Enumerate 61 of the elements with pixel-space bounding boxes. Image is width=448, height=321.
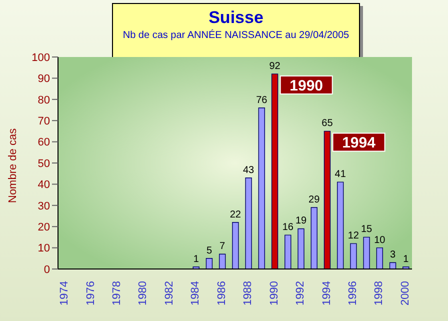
data-label: 5 — [206, 245, 212, 256]
x-tick-label: 1982 — [163, 281, 176, 306]
x-tick-label: 1988 — [242, 281, 254, 306]
bar — [258, 108, 266, 269]
data-label: 76 — [256, 94, 268, 106]
data-label: 15 — [360, 224, 373, 236]
y-tick-label: 40 — [38, 179, 50, 192]
chart-title: Suisse — [208, 8, 264, 28]
data-label: 1 — [403, 254, 410, 265]
data-label: 22 — [230, 209, 242, 220]
bar — [245, 177, 252, 269]
bar — [271, 74, 278, 269]
y-tick-label: 50 — [38, 158, 50, 170]
data-label: 3 — [390, 250, 396, 261]
data-label: 12 — [348, 230, 360, 242]
y-tick-label: 90 — [38, 73, 50, 86]
bar — [363, 236, 370, 269]
data-label: 1 — [193, 254, 200, 265]
y-tick-label: 30 — [38, 200, 50, 212]
y-tick-label: 80 — [38, 94, 50, 106]
data-label: 41 — [334, 169, 346, 180]
x-tick-label: 1984 — [190, 281, 202, 306]
data-label: 10 — [374, 234, 386, 246]
data-label: 92 — [269, 60, 281, 72]
data-label: 65 — [322, 118, 334, 130]
x-tick-label: 1986 — [216, 281, 228, 306]
x-tick-label: 1996 — [347, 281, 359, 306]
y-axis-title: Nombre de cas — [6, 128, 19, 203]
y-tick-label: 20 — [38, 222, 50, 234]
data-label: 19 — [295, 216, 307, 227]
x-tick-label: 1974 — [58, 281, 71, 306]
bar — [218, 254, 226, 269]
bar — [284, 234, 292, 269]
bar — [206, 258, 213, 269]
y-tick-label: 0 — [44, 264, 50, 276]
bar — [232, 222, 239, 269]
x-tick-label: 1976 — [84, 281, 97, 306]
x-tick-label: 2000 — [399, 281, 412, 306]
bar — [350, 243, 357, 269]
x-tick-label: 1990 — [268, 281, 280, 306]
x-tick-label: 1978 — [111, 281, 123, 306]
y-tick-label: 10 — [38, 242, 50, 255]
y-tick-label: 70 — [38, 116, 50, 128]
x-tick-label: 1980 — [137, 281, 150, 306]
x-tick-label: 1998 — [373, 281, 386, 306]
x-tick-label: 1994 — [320, 281, 333, 306]
data-label: 7 — [220, 241, 226, 252]
y-tick-label: 60 — [38, 136, 50, 149]
bar — [324, 130, 331, 269]
data-label: 16 — [282, 222, 294, 234]
data-label: 29 — [308, 194, 320, 206]
data-label: 43 — [242, 164, 255, 176]
bar — [298, 228, 304, 269]
annotation: 1994 — [342, 134, 376, 152]
x-tick-label: 1992 — [294, 281, 307, 306]
chart-subtitle: Nb de cas par ANNÉE NAISSANCE au 29/04/2005 — [122, 30, 350, 41]
bar — [376, 247, 384, 269]
annotation: 1990 — [290, 77, 324, 94]
bar — [310, 207, 318, 269]
y-tick-label: 100 — [32, 52, 50, 64]
bar — [336, 182, 344, 269]
